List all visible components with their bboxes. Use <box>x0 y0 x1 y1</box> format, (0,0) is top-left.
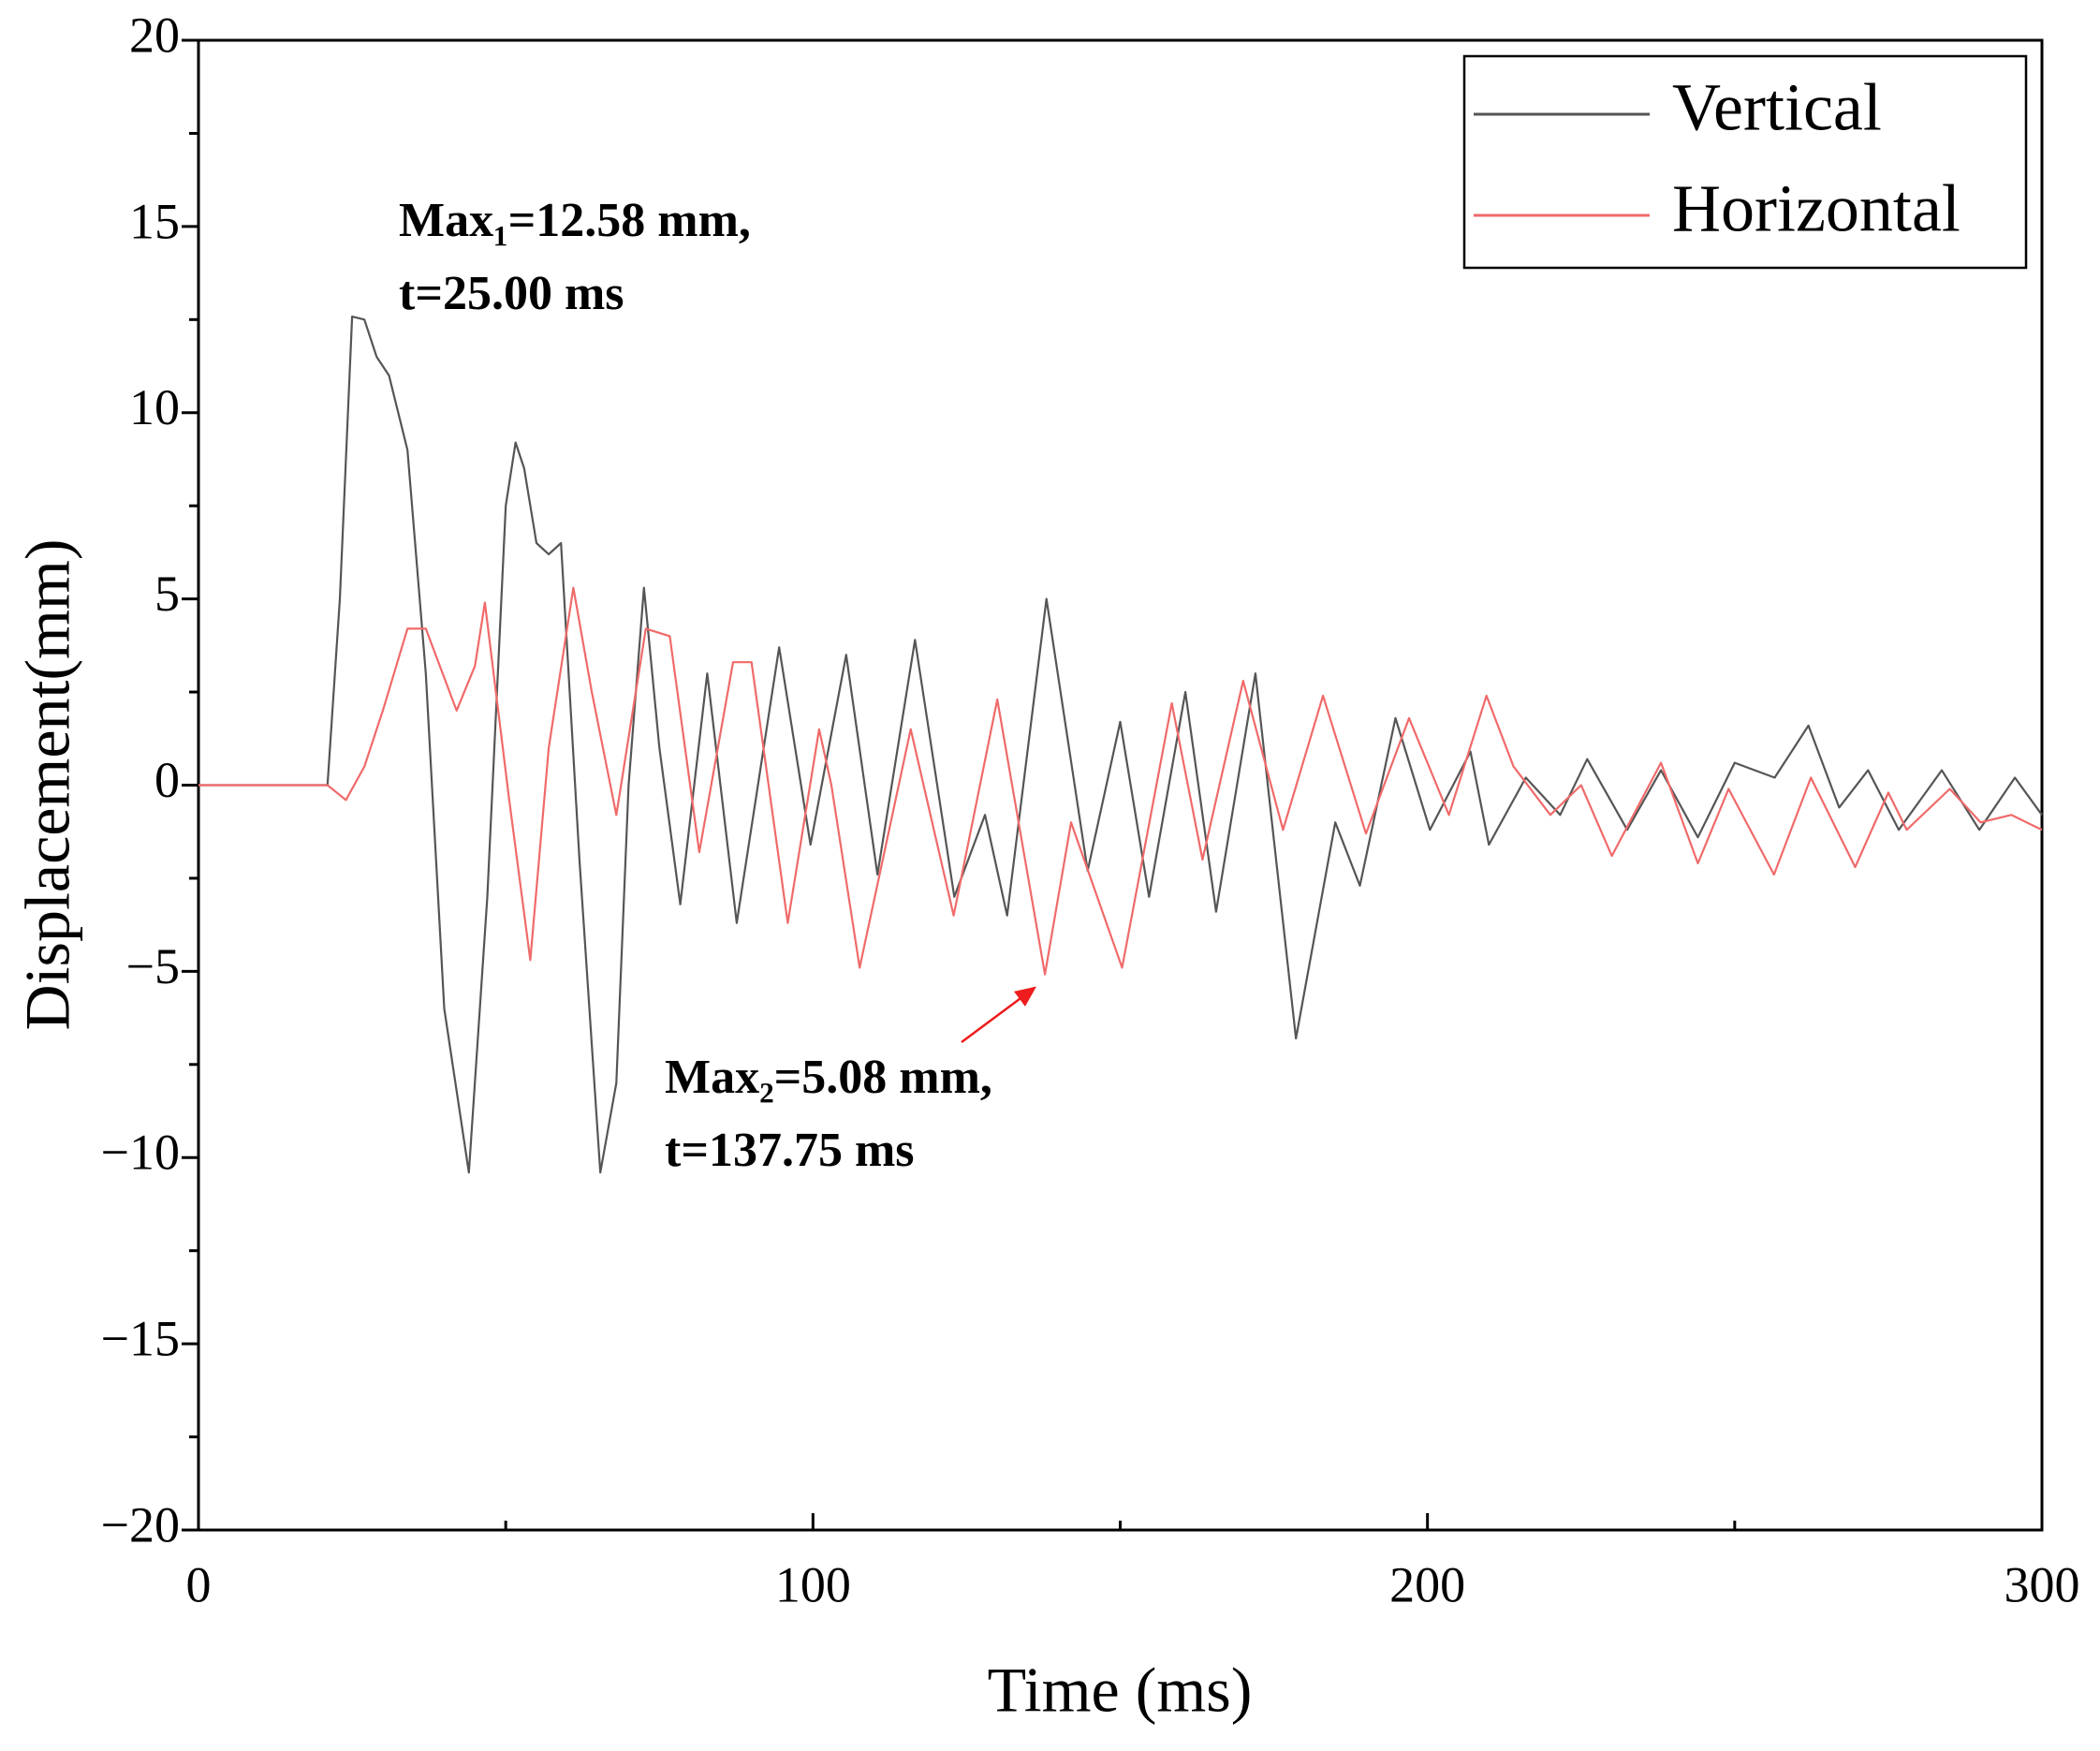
legend-box <box>1462 54 2028 270</box>
annotation-text: t=137.75 ms <box>665 1124 915 1177</box>
y-tick-label: 15 <box>129 193 180 249</box>
y-tick-label: −20 <box>101 1496 180 1552</box>
y-tick-label: 5 <box>154 566 180 622</box>
y-tick-label: −15 <box>101 1311 180 1367</box>
series-line <box>198 586 2043 976</box>
x-tick-label: 300 <box>2005 1556 2080 1612</box>
x-axis-title: Time (ms) <box>988 1655 1253 1726</box>
legend-label: Vertical <box>1672 70 1882 145</box>
x-tick-label: 100 <box>775 1556 851 1612</box>
y-axis-title: Displacement(mm) <box>12 539 83 1031</box>
annotation-text: Max₁=12.58 mm, <box>399 194 751 247</box>
series-line <box>198 316 2043 1174</box>
annotation-text: t=25.00 ms <box>399 267 624 320</box>
y-tick-label: 10 <box>129 379 180 435</box>
legend-label: Horizontal <box>1672 171 1960 246</box>
y-tick-label: 20 <box>129 7 180 63</box>
annotation-arrow <box>961 986 1037 1044</box>
x-tick-label: 0 <box>186 1556 212 1612</box>
annotation-text: Max₂=5.08 mm, <box>665 1051 992 1104</box>
y-tick-label: 0 <box>154 752 180 808</box>
x-tick-label: 200 <box>1389 1556 1465 1612</box>
y-tick-label: −5 <box>126 938 180 994</box>
y-tick-label: −10 <box>101 1125 180 1181</box>
